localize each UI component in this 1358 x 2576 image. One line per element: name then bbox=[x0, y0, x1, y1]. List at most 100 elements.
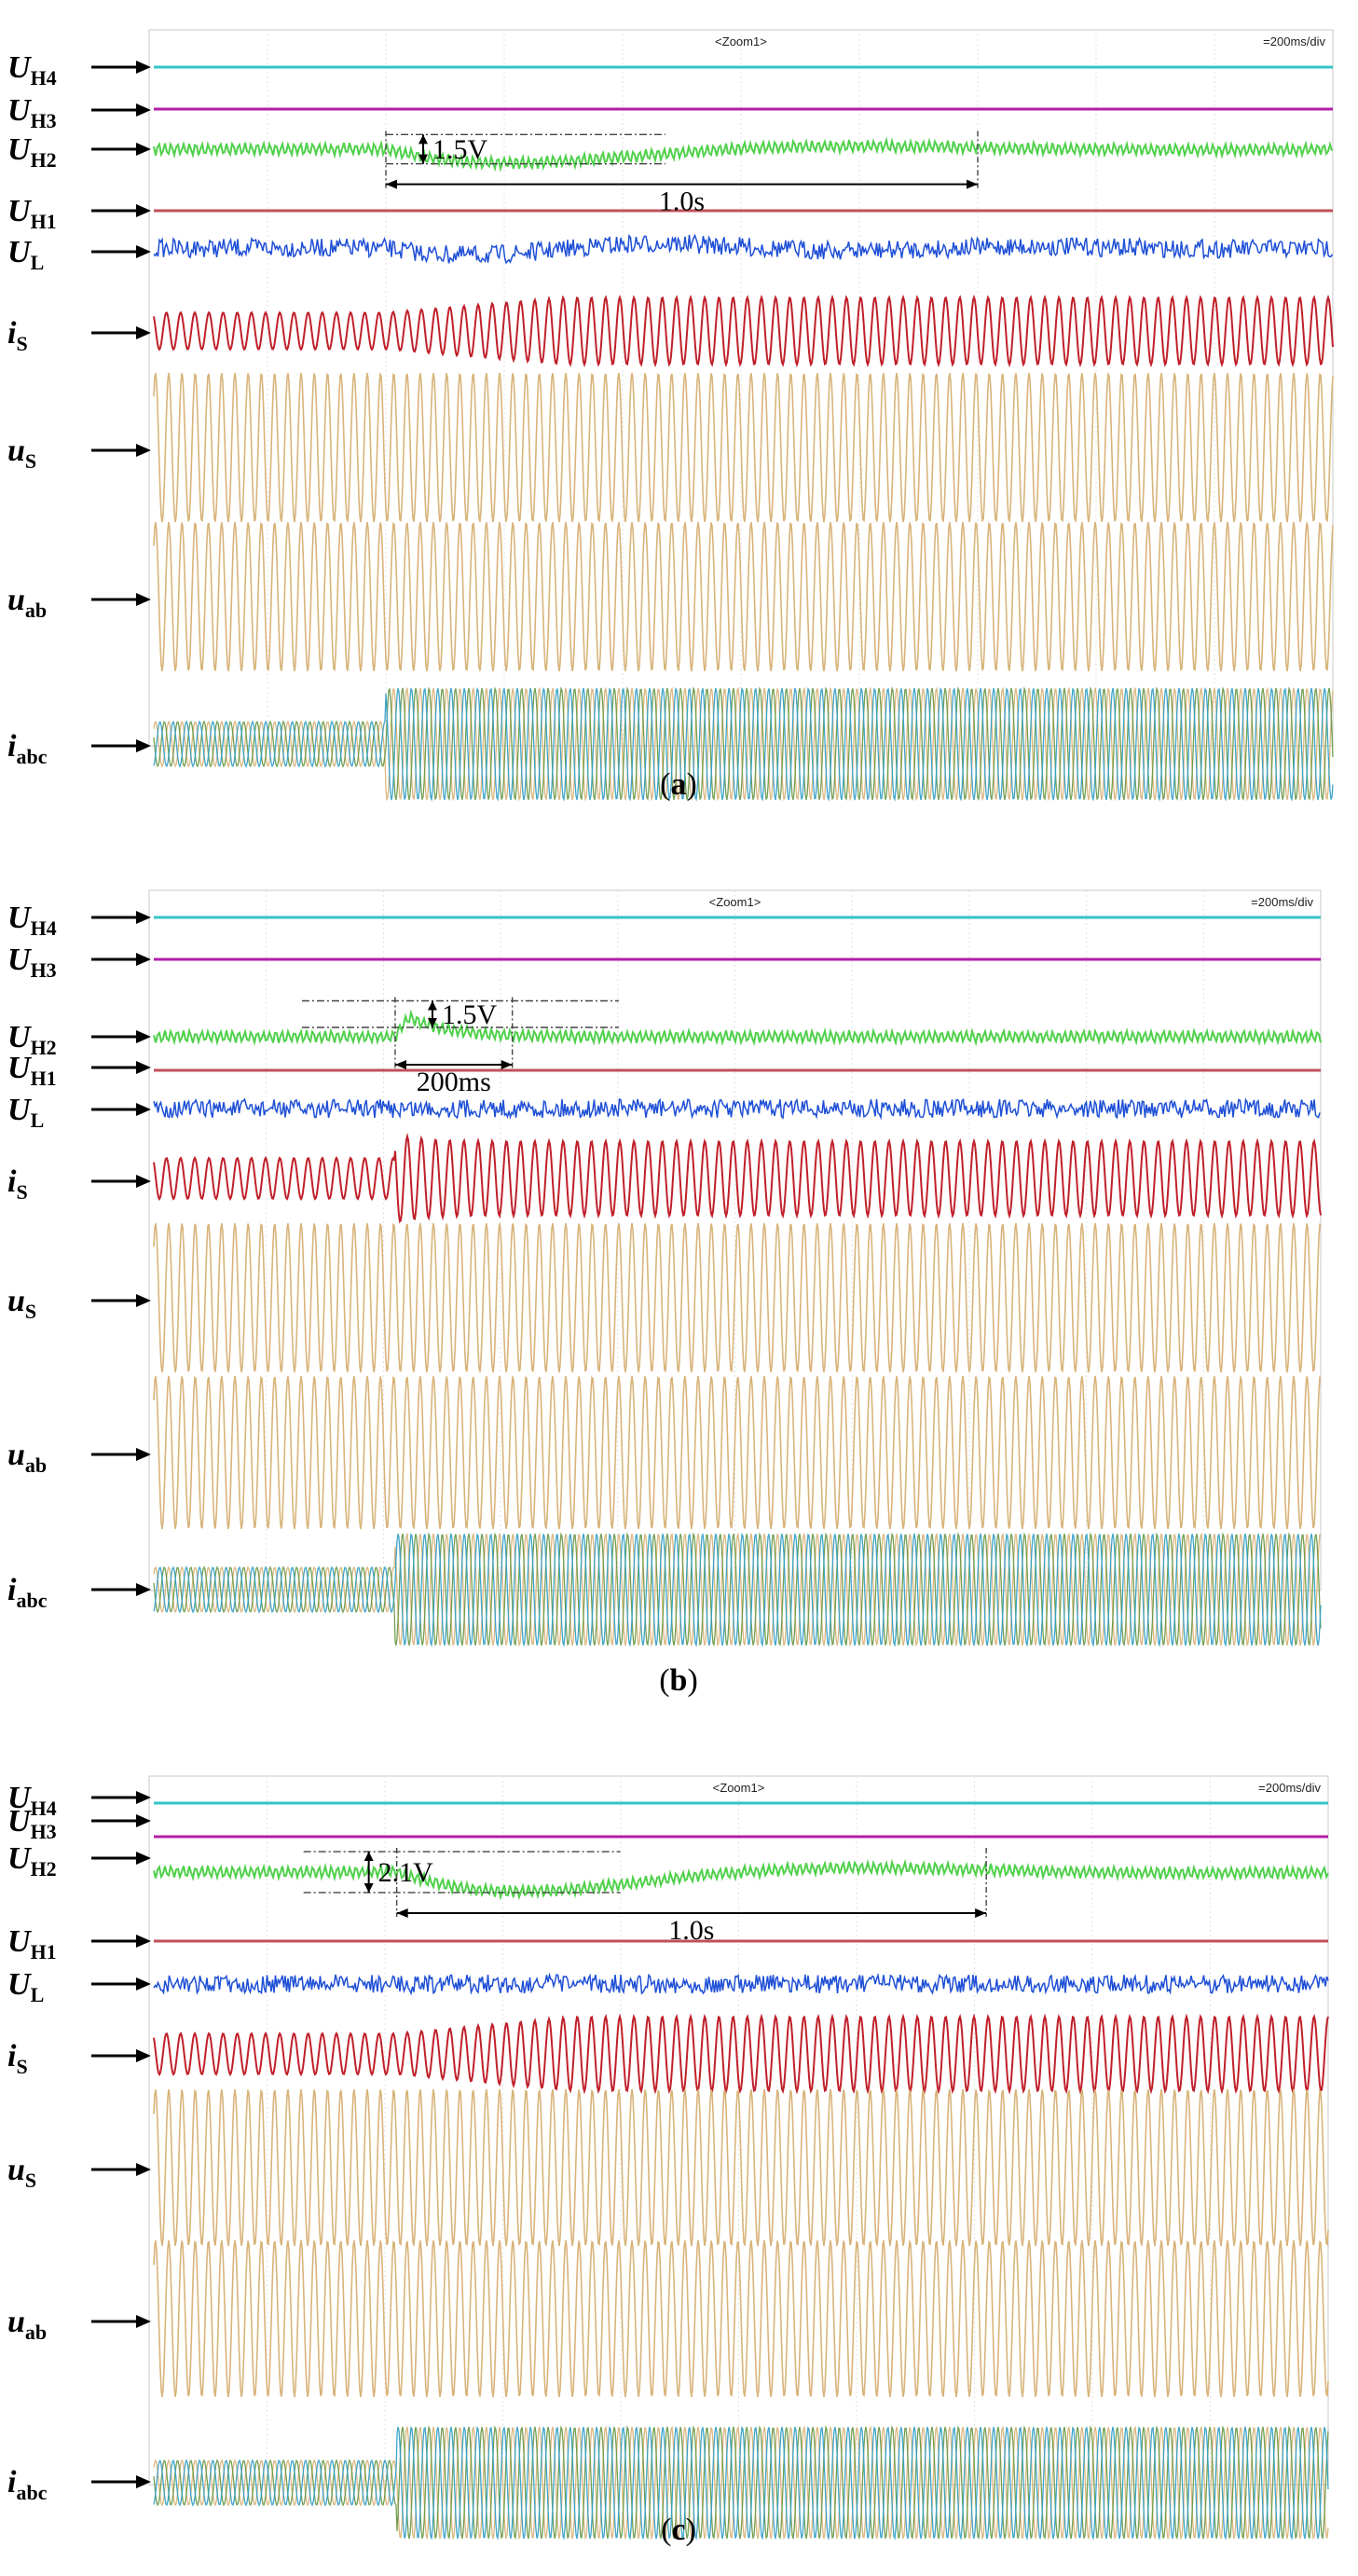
trace-i-abc: iabc bbox=[7, 2425, 1329, 2541]
trace-label: iabc bbox=[7, 729, 48, 768]
trace-label: iabc bbox=[7, 2465, 48, 2504]
arrow-head bbox=[967, 179, 978, 189]
arrow-head bbox=[136, 1791, 151, 1804]
trace-label: UL bbox=[7, 235, 44, 274]
zoom-label: <Zoom1> bbox=[715, 34, 767, 48]
arrow-head bbox=[418, 154, 428, 164]
trace-u-h4: UH4 bbox=[7, 1781, 1328, 1820]
trace-label: UH1 bbox=[7, 194, 57, 233]
zoom-label: <Zoom1> bbox=[713, 1781, 765, 1795]
phase-line bbox=[153, 686, 1334, 801]
trace-label: uab bbox=[7, 2305, 47, 2344]
trace-line bbox=[153, 2088, 1329, 2247]
phase-line bbox=[153, 1532, 1322, 1646]
phase-line bbox=[153, 2426, 1329, 2541]
arrow-head bbox=[136, 2049, 151, 2062]
arrow-head bbox=[136, 1294, 151, 1307]
trace-u-l: UL bbox=[7, 1967, 1329, 2006]
trace-u-ab: uab bbox=[7, 521, 1334, 672]
trace-line bbox=[153, 1375, 1322, 1530]
trace-line bbox=[153, 521, 1334, 672]
trace-u-s: uS bbox=[7, 2088, 1329, 2247]
trace-u-h4: UH4 bbox=[7, 50, 1333, 90]
trace-label: uab bbox=[7, 583, 47, 622]
trace-label: iS bbox=[7, 1164, 28, 1204]
arrow-head bbox=[975, 1908, 987, 1918]
arrow-head bbox=[136, 204, 151, 217]
trace-u-h1: UH1 bbox=[7, 194, 1333, 233]
arrow-head bbox=[136, 953, 151, 966]
arrow-head bbox=[136, 245, 151, 258]
trace-i-s: iS bbox=[7, 2013, 1329, 2095]
trace-u-l: UL bbox=[7, 1093, 1321, 1132]
timebase-label: =200ms/div bbox=[1263, 34, 1325, 48]
trace-u-h3: UH3 bbox=[7, 1804, 1328, 1843]
trace-u-l: UL bbox=[7, 233, 1334, 274]
trace-label: uS bbox=[7, 1284, 36, 1323]
trace-i-s: iS bbox=[7, 294, 1334, 368]
arrow-head bbox=[136, 2475, 151, 2488]
arrow-head bbox=[136, 1448, 151, 1461]
trace-u-ab: uab bbox=[7, 2239, 1329, 2398]
trace-line bbox=[153, 1222, 1322, 1373]
trace-u-h1: UH1 bbox=[7, 1924, 1328, 1963]
trace-i-abc: iabc bbox=[7, 686, 1334, 802]
trace-label: UL bbox=[7, 1093, 44, 1132]
arrow-head bbox=[136, 1935, 151, 1948]
arrow-head bbox=[136, 1814, 151, 1827]
trace-line bbox=[153, 1972, 1329, 1996]
panel-caption: (a) bbox=[660, 767, 697, 802]
trace-u-h2: UH2 bbox=[7, 132, 1333, 172]
voltage-annotation: 2.1V bbox=[378, 1857, 434, 1888]
arrow-head bbox=[136, 739, 151, 752]
zoom-label: <Zoom1> bbox=[709, 895, 761, 909]
transient-annotation: 2.1V 1.0s bbox=[303, 1848, 987, 1946]
arrow-head bbox=[501, 1060, 513, 1069]
trace-label: UH2 bbox=[7, 1841, 57, 1880]
arrow-head bbox=[427, 1000, 437, 1011]
trace-line bbox=[153, 1132, 1322, 1224]
trace-i-abc: iabc bbox=[7, 1532, 1322, 1647]
trace-label: UH4 bbox=[7, 50, 57, 90]
trace-u-h1: UH1 bbox=[7, 1051, 1321, 1090]
phase-line bbox=[153, 686, 1334, 802]
trace-u-h2: UH2 bbox=[7, 1841, 1329, 1901]
trace-u-s: uS bbox=[7, 372, 1334, 523]
trace-label: UH3 bbox=[7, 1804, 57, 1843]
arrow-head bbox=[418, 134, 428, 145]
trace-line bbox=[153, 1858, 1329, 1901]
arrow-head bbox=[396, 1908, 408, 1918]
trace-label: UH3 bbox=[7, 943, 57, 982]
arrow-head bbox=[136, 1977, 151, 1991]
trace-line bbox=[153, 294, 1334, 368]
trace-line bbox=[153, 1009, 1322, 1047]
transient-annotation: 1.5V 1.0s bbox=[385, 131, 979, 217]
arrow-head bbox=[136, 2163, 151, 2176]
trace-label: UL bbox=[7, 1967, 44, 2006]
arrow-head bbox=[136, 1030, 151, 1043]
time-annotation: 200ms bbox=[417, 1067, 491, 1097]
arrow-head bbox=[136, 143, 151, 156]
voltage-annotation: 1.5V bbox=[442, 999, 497, 1030]
arrow-head bbox=[136, 1103, 151, 1116]
arrow-head bbox=[136, 2315, 151, 2328]
arrow-head bbox=[136, 1852, 151, 1865]
arrow-head bbox=[136, 444, 151, 457]
arrow-head bbox=[136, 911, 151, 924]
trace-line bbox=[153, 233, 1334, 265]
arrow-head bbox=[136, 1175, 151, 1188]
time-annotation: 1.0s bbox=[659, 186, 705, 217]
panel-caption: (b) bbox=[659, 1663, 698, 1698]
arrow-head bbox=[136, 593, 151, 606]
arrow-head bbox=[364, 1852, 374, 1862]
trace-label: iS bbox=[7, 2039, 28, 2078]
trace-u-h2: UH2 bbox=[7, 1009, 1322, 1059]
voltage-annotation: 1.5V bbox=[432, 134, 488, 165]
trace-label: uS bbox=[7, 2153, 36, 2192]
arrow-head bbox=[394, 1060, 406, 1069]
arrow-head bbox=[136, 103, 151, 117]
